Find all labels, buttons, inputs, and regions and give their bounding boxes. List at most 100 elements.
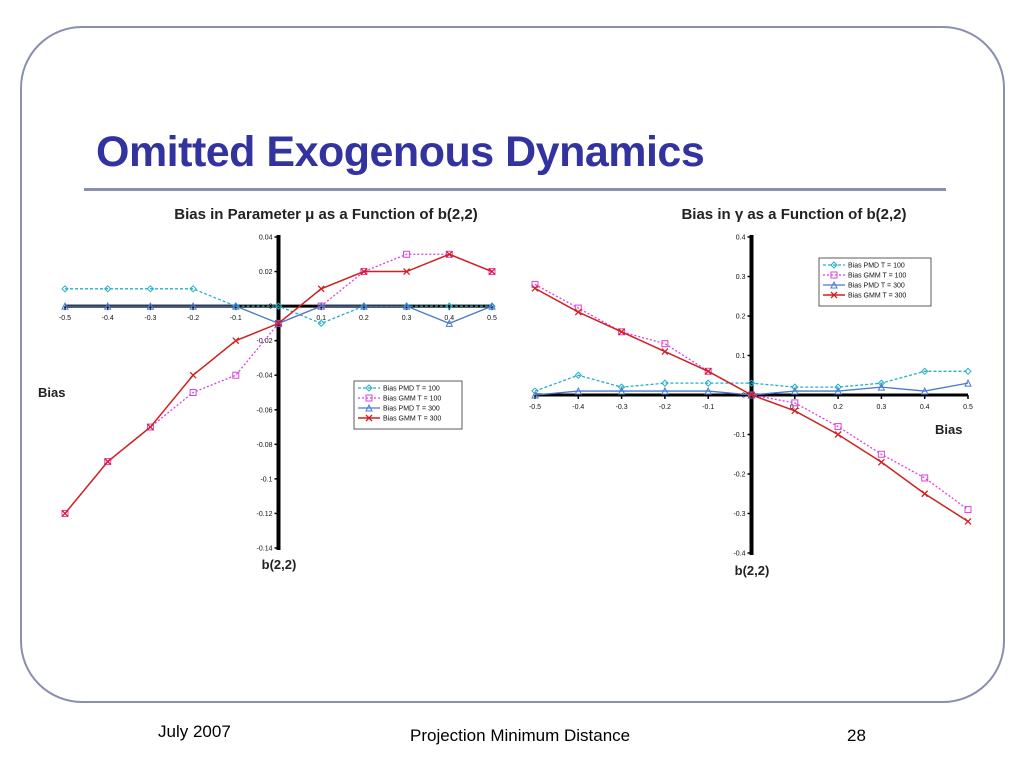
data-point — [661, 386, 669, 395]
legend-entry: Bias PMD T = 100 — [383, 386, 440, 393]
data-point — [617, 386, 626, 395]
x-tick-label: 0.5 — [487, 315, 497, 322]
data-point — [834, 383, 842, 391]
legend-entry: Bias GMM T = 300 — [848, 293, 906, 300]
legend-box — [353, 380, 463, 430]
data-point — [445, 302, 454, 310]
data-point — [574, 304, 582, 312]
y-tick-label: -0.08 — [257, 442, 273, 449]
data-point — [360, 268, 368, 276]
y-tick-label: -0.3 — [733, 511, 745, 518]
x-tick-label: 0.1 — [790, 404, 800, 411]
y-tick-label: -0.2 — [733, 472, 745, 479]
data-point — [921, 474, 929, 482]
y-tick-label: -0.1 — [733, 432, 745, 439]
data-point — [791, 383, 799, 391]
chart-title: Bias in γ as a Function of b(2,2) — [681, 206, 906, 223]
legend-marker — [830, 291, 838, 299]
data-point — [574, 308, 582, 316]
legend-entry: Bias PMD T = 100 — [848, 263, 905, 270]
data-point — [661, 348, 669, 356]
x-tick-label: -0.4 — [102, 315, 114, 322]
data-point — [189, 371, 197, 379]
data-point — [232, 337, 240, 345]
data-point — [920, 367, 929, 376]
x-tick-label: -0.3 — [144, 315, 156, 322]
data-point — [834, 386, 842, 395]
data-point — [61, 285, 69, 293]
y-tick-label: -0.12 — [257, 511, 273, 518]
data-point — [103, 301, 112, 310]
legend-marker — [365, 384, 373, 392]
data-point — [877, 379, 886, 387]
legend-entry: Bias PMD T = 300 — [848, 283, 905, 290]
data-point — [748, 391, 755, 399]
data-point — [189, 285, 197, 293]
footer-title: Projection Minimum Distance — [410, 726, 631, 745]
y-tick-label: 0.02 — [259, 269, 273, 276]
data-point — [231, 301, 240, 310]
data-point — [531, 390, 539, 399]
data-point — [704, 367, 712, 375]
x-tick-label: -0.4 — [572, 404, 584, 411]
data-point — [574, 371, 583, 379]
legend-marker — [365, 394, 373, 402]
data-point — [964, 517, 972, 525]
legend-entry: Bias GMM T = 100 — [848, 273, 906, 280]
data-point — [488, 268, 496, 276]
data-point — [104, 458, 112, 466]
data-point — [402, 301, 411, 310]
title-divider — [84, 188, 946, 191]
data-point — [146, 301, 155, 310]
chart-title: Bias in Parameter μ as a Function of b(2… — [174, 206, 477, 223]
data-point — [317, 319, 325, 328]
data-point — [704, 367, 712, 375]
data-point — [445, 319, 454, 327]
y-tick-label: 0.4 — [736, 235, 746, 242]
x-tick-label: 0.1 — [316, 315, 326, 322]
slide-frame — [20, 26, 1005, 703]
data-point — [877, 450, 885, 458]
data-point — [103, 285, 112, 293]
y-tick-label: -0.06 — [257, 407, 273, 414]
x-tick-label: 0.4 — [920, 404, 930, 411]
data-point — [964, 379, 972, 387]
data-point — [146, 423, 154, 431]
data-point — [360, 301, 368, 310]
y-tick-label: 0 — [269, 304, 273, 311]
data-point — [403, 268, 411, 276]
x-tick-label: -0.5 — [59, 315, 71, 322]
data-point — [232, 371, 240, 379]
data-point — [189, 389, 197, 396]
x-tick-label: 0.3 — [402, 315, 412, 322]
x-axis-label: b(2,2) — [262, 557, 297, 572]
y-tick-label: 0.2 — [736, 314, 746, 321]
data-point — [877, 458, 885, 466]
y-tick-label: 0 — [742, 393, 746, 400]
data-point — [964, 367, 972, 376]
data-point — [274, 302, 283, 310]
footer-page-number: 28 — [847, 726, 866, 745]
slide-title: Omitted Exogenous Dynamics — [96, 128, 705, 176]
data-point — [617, 383, 626, 391]
legend-entry: Bias GMM T = 100 — [383, 396, 441, 403]
data-point — [146, 423, 154, 431]
data-point — [920, 386, 929, 395]
legend-marker — [365, 403, 373, 412]
data-point — [317, 285, 325, 293]
data-point — [834, 423, 842, 431]
y-tick-label: 0.1 — [736, 353, 746, 360]
data-point — [877, 382, 886, 391]
legend-box — [818, 257, 932, 307]
data-point — [61, 509, 69, 517]
data-point — [661, 340, 669, 348]
legend-entry: Bias PMD T = 300 — [383, 406, 440, 413]
x-tick-label: -0.1 — [702, 404, 714, 411]
x-tick-label: 0.2 — [833, 404, 843, 411]
y-tick-label: 0.04 — [259, 235, 273, 242]
data-point — [747, 379, 756, 387]
x-axis-label: b(2,2) — [735, 563, 770, 578]
data-point — [531, 387, 539, 395]
